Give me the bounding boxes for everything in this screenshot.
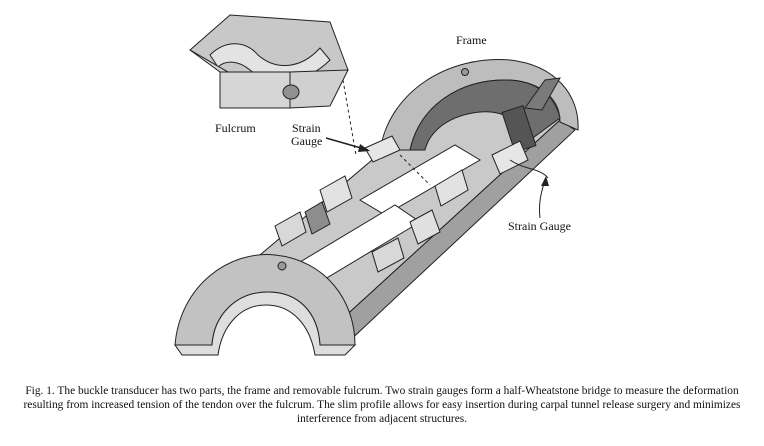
frame-pad-6 [371, 237, 405, 273]
strain-gauge-right-pad [491, 140, 529, 175]
fulcrum-stem [219, 71, 291, 109]
frame-pad-4 [434, 169, 469, 207]
frame-far-screw [461, 68, 469, 76]
frame-pad-3 [274, 211, 307, 247]
strain-gauge-right-arrowhead [541, 176, 549, 186]
frame-slot-far [359, 144, 481, 216]
strain-gauge-left-arrowhead [358, 144, 370, 152]
transducer-drawing [174, 14, 579, 356]
fulcrum-hole [282, 84, 300, 100]
cable [524, 77, 561, 111]
connector-block [501, 104, 537, 154]
figure-caption: Fig. 1. The buckle transducer has two pa… [23, 385, 741, 425]
frame-label: Frame [456, 33, 487, 47]
gauge-wire [509, 159, 549, 179]
frame-near-screw [277, 261, 287, 271]
guide-line-2 [399, 154, 431, 186]
frame-pad-2 [304, 201, 331, 235]
strain-gauge-left-label-line1: Strain [292, 121, 321, 135]
strain-gauge-right-label: Strain Gauge [508, 219, 571, 233]
frame-pad-5 [409, 209, 441, 245]
guide-line-1 [342, 79, 357, 156]
strain-gauge-left-label-line2: Gauge [291, 134, 323, 148]
frame-pad-1 [319, 175, 353, 213]
fulcrum-label: Fulcrum [215, 121, 256, 135]
frame-near-arch-face [174, 291, 357, 356]
transducer-figure: Frame Fulcrum Strain Gauge Strain Gauge [174, 14, 579, 356]
frame-far-arch-inner [409, 79, 561, 151]
strain-gauge-left-pad [364, 135, 401, 163]
